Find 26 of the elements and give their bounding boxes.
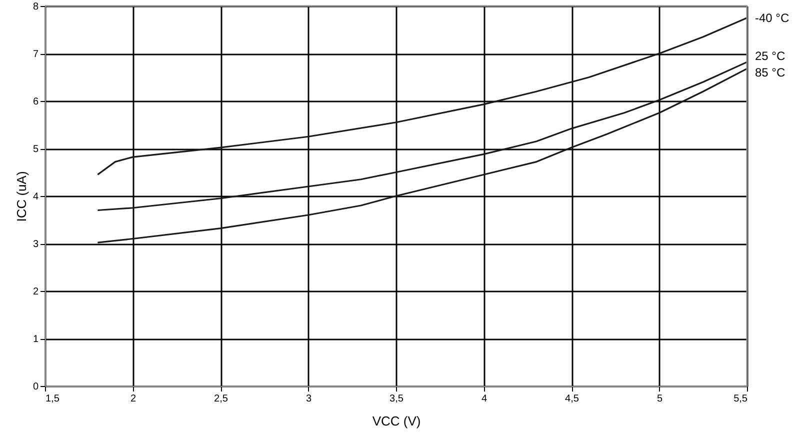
series-label: -40 °C xyxy=(755,10,790,25)
y-tick-label: 2 xyxy=(32,286,39,298)
y-tick-label: 0 xyxy=(32,382,39,392)
line-series xyxy=(96,17,748,176)
y-axis-title: ICC (uA) xyxy=(14,171,29,222)
x-axis-title: VCC (V) xyxy=(372,414,421,428)
line-series xyxy=(96,61,748,212)
x-tick-label: 5 xyxy=(656,394,663,404)
line-series xyxy=(96,68,748,244)
y-tick-label: 7 xyxy=(32,49,39,60)
series-label: 85 °C xyxy=(755,66,786,80)
y-tick-label: 1 xyxy=(32,334,39,345)
y-tick-label: 5 xyxy=(32,144,39,155)
x-tick-label: 2 xyxy=(130,394,136,404)
x-tick-label: 2,5 xyxy=(214,394,228,404)
y-tick-label: 8 xyxy=(32,2,39,12)
y-tick-label: 3 xyxy=(32,239,39,250)
x-tick-label: 5,5 xyxy=(734,394,748,404)
y-tick-label: 4 xyxy=(32,192,39,202)
y-tick-label: 6 xyxy=(32,96,39,108)
x-tick-label: 4 xyxy=(481,394,488,404)
x-tick-label: 3 xyxy=(306,394,312,404)
x-tick-label: 3,5 xyxy=(390,394,404,404)
x-tick-label: 1,5 xyxy=(46,394,60,404)
x-tick-label: 4,5 xyxy=(565,394,580,404)
series-label: 25 °C xyxy=(755,49,786,64)
